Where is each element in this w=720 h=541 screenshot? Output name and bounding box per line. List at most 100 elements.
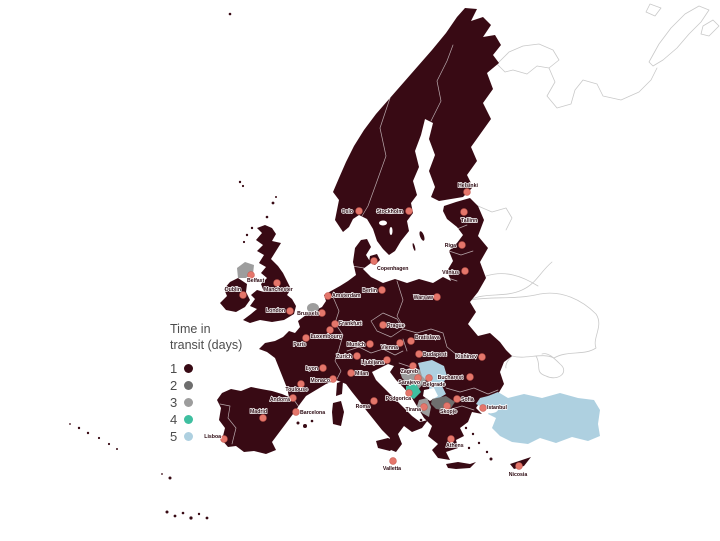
city-label: Sarajevo — [398, 380, 420, 386]
region-kosovo — [423, 388, 438, 401]
city-tirana: Tirana — [405, 403, 428, 414]
city-label: Madrid — [250, 409, 267, 415]
city-label: Dublin — [225, 287, 241, 293]
city-marker — [370, 397, 378, 405]
city-label: Sofia — [461, 397, 474, 403]
city-munich: Munich — [346, 340, 374, 349]
region-funen — [363, 257, 367, 261]
city-bratislava: Bratislava — [407, 334, 441, 345]
city-label: Vilnius — [442, 270, 459, 276]
city-lisboa: Lisboa — [204, 433, 228, 443]
city-label: Helsinki — [458, 183, 478, 189]
city-label: Riga — [445, 243, 456, 249]
city-marker — [286, 307, 294, 315]
region-brussels-area — [307, 303, 319, 313]
city-marker — [453, 395, 461, 403]
legend-swatch — [184, 398, 193, 408]
city-label: Brussels — [297, 311, 319, 317]
city-label: Berlin — [362, 288, 377, 294]
legend-item-label: 4 — [170, 412, 178, 428]
city-label: Athens — [446, 443, 464, 449]
city-marker — [443, 402, 451, 410]
city-amsterdam: Amsterdam — [324, 292, 362, 300]
city-label: Munich — [347, 342, 365, 348]
city-marker — [302, 334, 310, 342]
city-madrid: Madrid — [249, 408, 268, 422]
city-label: Milan — [355, 371, 368, 377]
city-label: Monaco — [310, 378, 330, 384]
city-bucharest: Bucharest — [437, 373, 474, 382]
city-brussels: Brussels — [296, 309, 326, 318]
city-luxembourg: Luxembourg — [310, 326, 343, 341]
city-marker — [220, 435, 228, 443]
city-tallinn: Tallinn — [460, 208, 478, 225]
city-marker — [420, 403, 428, 411]
city-marker — [370, 257, 378, 265]
city-marker — [405, 389, 413, 397]
city-label: Istanbul — [487, 405, 507, 411]
city-milan: Milan — [347, 369, 369, 378]
legend-item-3: 3 — [170, 394, 242, 411]
city-belgrade: Belgrade — [422, 374, 446, 389]
city-podgorica: Podgorica — [385, 389, 413, 403]
city-marker — [479, 404, 487, 412]
city-marker — [425, 374, 433, 382]
lakes — [379, 220, 393, 235]
city-zagreb: Zagreb — [400, 362, 419, 376]
region-turkey — [476, 392, 600, 444]
city-marker — [289, 394, 297, 402]
region-crimea — [535, 353, 565, 379]
city-marker — [409, 362, 417, 370]
city-label: Warsaw — [414, 295, 434, 301]
city-label: Paris — [293, 342, 306, 348]
region-belarus-border — [469, 261, 553, 301]
region-bosnia — [400, 367, 426, 390]
city-label: Roma — [356, 404, 371, 410]
city-label: Vienna — [381, 345, 398, 351]
region-gotland — [419, 231, 425, 241]
city-label: Kishinev — [455, 354, 477, 360]
city-label: Toulouse — [285, 387, 308, 393]
city-marker — [407, 337, 415, 345]
city-budapest: Budapest — [415, 350, 448, 359]
city-marker — [463, 188, 471, 196]
city-label: Skopje — [440, 409, 457, 415]
city-athens: Athens — [445, 435, 464, 450]
city-roma: Roma — [355, 397, 378, 411]
legend-item-5: 5 — [170, 428, 242, 445]
city-marker — [297, 380, 305, 388]
legend-swatch — [184, 432, 193, 442]
city-riga: Riga — [444, 241, 466, 250]
region-north-atlantic-isles — [228, 12, 277, 244]
city-marker — [383, 356, 391, 364]
city-label: London — [266, 308, 285, 314]
city-skopje: Skopje — [439, 402, 458, 416]
legend-item-label: 2 — [170, 378, 178, 394]
city-label: Tallinn — [461, 218, 477, 224]
city-andorra: Andorra — [269, 394, 297, 404]
city-frankfurt: Frankfurt — [331, 320, 363, 328]
city-label: Zurich — [336, 354, 352, 360]
city-kishinev: Kishinev — [455, 353, 486, 361]
city-marker — [292, 408, 300, 416]
city-marker — [396, 339, 404, 347]
city-label: Stockholm — [376, 209, 403, 215]
city-marker — [326, 326, 334, 334]
city-helsinki: Helsinki — [457, 182, 479, 196]
legend-item-2: 2 — [170, 377, 242, 394]
city-label: Manchester — [264, 287, 293, 293]
city-marker — [478, 353, 486, 361]
city-sarajevo: Sarajevo — [398, 374, 422, 387]
city-label: Bucharest — [438, 375, 464, 381]
city-label: Luxembourg — [311, 334, 342, 340]
region-russia-north-coast — [546, 67, 658, 109]
city-marker — [318, 309, 326, 317]
city-paris: Paris — [293, 334, 310, 349]
city-marker — [379, 321, 387, 329]
city-label: Belgrade — [423, 382, 445, 388]
region-atlantic-islands — [69, 423, 209, 520]
